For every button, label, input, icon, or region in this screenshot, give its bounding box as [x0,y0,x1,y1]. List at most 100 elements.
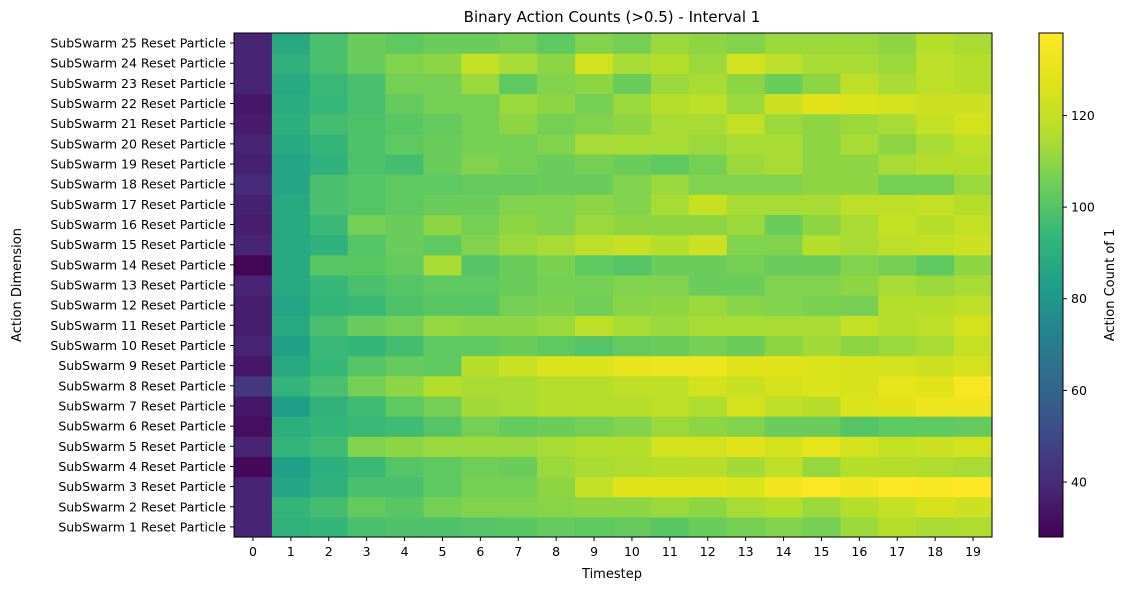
heatmap-cell [271,416,311,437]
heatmap-cell [271,153,311,175]
heatmap-cell [461,315,500,336]
heatmap-cell [688,33,728,54]
heatmap-cell [461,274,500,296]
heatmap-cell [461,335,500,357]
heatmap-cell [954,133,993,155]
heatmap-cell [764,335,804,357]
heatmap-cell [613,93,652,115]
heatmap-cell [802,73,841,95]
heatmap-cell [650,496,690,518]
heatmap-cell [461,234,500,256]
y-tick-label: SubSwarm 7 Reset Particle [58,398,226,413]
heatmap-cell [347,73,387,95]
heatmap-cell [613,53,652,74]
heatmap-cell [309,436,349,457]
heatmap-cell [347,234,387,256]
heatmap-cell [954,194,993,216]
heatmap-cell [764,93,804,115]
heatmap-cell [726,153,766,175]
heatmap-cell [726,436,766,457]
heatmap-cell [764,33,804,54]
heatmap-cell [650,516,690,538]
heatmap-cell [916,436,955,457]
heatmap-cell [613,194,652,216]
x-axis-label: Timestep [581,567,642,582]
heatmap-cell [537,375,576,397]
heatmap-cell [271,274,311,296]
heatmap-cell [688,274,728,296]
heatmap-cell [650,395,690,417]
heatmap-cell [688,254,728,276]
heatmap-cell [916,113,955,135]
heatmap-cell [916,516,955,538]
heatmap-cell [537,214,576,236]
heatmap-cell [764,516,804,538]
heatmap-cell [385,53,425,74]
heatmap-cell [499,53,538,74]
heatmap-cell [688,234,728,256]
colorbar-label: Action Count of 1 [1103,229,1118,342]
heatmap-cell [347,355,387,377]
heatmap-cell [537,355,576,377]
y-tick-label: SubSwarm 17 Reset Particle [50,197,226,212]
heatmap-cell [347,274,387,296]
heatmap-cell [878,355,917,377]
heatmap-cell [688,295,728,316]
heatmap-cell [688,93,728,115]
heatmap-cell [575,194,614,216]
heatmap-cell [537,456,576,478]
heatmap-cell [650,335,690,357]
heatmap-cell [461,133,500,155]
heatmap-cell [575,375,614,397]
heatmap-cell [954,456,993,478]
heatmap-cell [613,516,652,538]
heatmap-cell [954,436,993,457]
heatmap-cell [499,274,538,296]
heatmap-cell [385,153,425,175]
heatmap-cell [878,93,917,115]
heatmap-cell [878,33,917,54]
heatmap-cell [840,234,879,256]
heatmap-cell [537,436,576,457]
heatmap-cell [916,355,955,377]
heatmap-cell [726,194,766,216]
heatmap-cell [461,496,500,518]
y-tick-label: SubSwarm 14 Reset Particle [50,257,226,272]
heatmap-cell [916,416,955,437]
heatmap-cell [802,214,841,236]
heatmap-cell [613,234,652,256]
heatmap-cell [764,214,804,236]
heatmap-cell [840,355,879,377]
heatmap-cell [916,33,955,54]
heatmap-cell [271,516,311,538]
heatmap-cell [423,234,462,256]
heatmap-cell [650,274,690,296]
heatmap-cell [423,456,462,478]
heatmap-cell [613,295,652,316]
heatmap-cell [575,456,614,478]
y-tick-label: SubSwarm 11 Reset Particle [50,318,226,333]
y-tick-label: SubSwarm 8 Reset Particle [58,378,226,393]
heatmap-cell [916,194,955,216]
heatmap-cell [423,295,462,316]
heatmap-cell [309,375,349,397]
heatmap-cell [385,133,425,155]
heatmap-cell [878,174,917,195]
heatmap-cell [423,254,462,276]
heatmap-cell [271,73,311,95]
heatmap-cell [271,375,311,397]
heatmap-cell [878,456,917,478]
heatmap-cell [271,53,311,74]
heatmap-cell [575,496,614,518]
heatmap-cell [309,133,349,155]
heatmap-cell [954,174,993,195]
heatmap-cell [575,295,614,316]
heatmap-cell [688,113,728,135]
heatmap-cell [537,153,576,175]
heatmap-cell [878,113,917,135]
heatmap-cell [499,174,538,195]
heatmap-cell [726,375,766,397]
heatmap-cell [688,133,728,155]
heatmap-cell [688,53,728,74]
heatmap-cell [575,315,614,336]
